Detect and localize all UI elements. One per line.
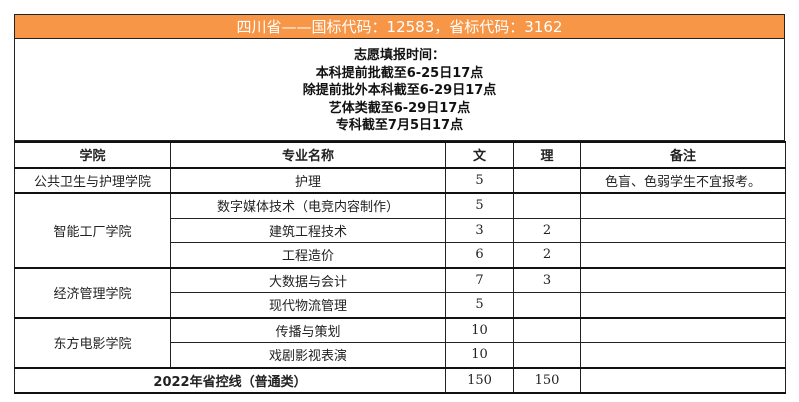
li-cell: 2: [513, 242, 581, 268]
major-cell: 大数据与会计: [170, 266, 446, 293]
wen-cell: 5: [445, 167, 514, 194]
table-row: 建筑工程技术 3 2: [15, 217, 786, 243]
wen-cell: 10: [445, 316, 514, 343]
wen-cell: 10: [445, 342, 514, 368]
table-row: 智能工厂学院 数字媒体技术（电竞内容制作） 5: [14, 192, 786, 268]
wen-cell: 5: [445, 192, 514, 219]
table-title: 四川省——国标代码：12583，省标代码：3162: [14, 14, 785, 39]
wen-cell: 3: [445, 217, 514, 243]
major-cell: 工程造价: [170, 242, 446, 268]
li-cell: [513, 292, 581, 318]
table-row: 东方电影学院 传播与策划 10: [14, 316, 786, 368]
li-cell: [513, 342, 581, 368]
college-cell: 公共卫生与护理学院: [14, 167, 171, 194]
major-cell: 数字媒体技术（电竞内容制作）: [170, 192, 446, 219]
li-cell: [513, 316, 581, 343]
major-cell: 护理: [170, 167, 446, 194]
note-cell: [580, 192, 786, 219]
major-cell: 现代物流管理: [170, 292, 446, 318]
header-major: 专业名称: [170, 141, 446, 169]
table-row: 现代物流管理 5: [15, 292, 786, 318]
header-wen: 文: [445, 141, 514, 169]
li-cell: [513, 192, 581, 219]
li-cell: [513, 167, 581, 194]
header-note: 备注: [580, 141, 786, 169]
notice-line: 专科截至7月5日17点: [335, 118, 464, 133]
total-li: 150: [513, 366, 581, 394]
note-cell: [580, 242, 786, 268]
admission-table: 四川省——国标代码：12583，省标代码：3162 志愿填报时间： 本科提前批截…: [14, 14, 786, 394]
total-row: 2022年省控线（普通类） 150 150: [14, 366, 786, 394]
total-label: 2022年省控线（普通类）: [14, 366, 446, 394]
major-cell: 戏剧影视表演: [170, 342, 446, 368]
total-note: [580, 366, 786, 394]
note-cell: [580, 316, 786, 343]
major-cell: 传播与策划: [170, 316, 446, 343]
li-cell: 2: [513, 217, 581, 243]
notice-line: 除提前批外本科截至6-29日17点: [302, 83, 497, 98]
note-cell: [580, 342, 786, 368]
note-cell: 色盲、色弱学生不宜报考。: [580, 167, 786, 194]
college-cell: 智能工厂学院: [14, 192, 171, 268]
table-row: 公共卫生与护理学院 护理 5 色盲、色弱学生不宜报考。: [14, 167, 786, 194]
table-row: 工程造价 6 2: [15, 242, 786, 268]
wen-cell: 6: [445, 242, 514, 268]
major-cell: 建筑工程技术: [170, 217, 446, 243]
notice-line: 本科提前批截至6-25日17点: [315, 65, 484, 81]
note-cell: [580, 266, 786, 293]
notice-line: 志愿填报时间：: [353, 48, 445, 63]
college-cell: 东方电影学院: [14, 316, 171, 368]
table-row: 戏剧影视表演 10: [15, 342, 786, 368]
wen-cell: 5: [445, 292, 514, 318]
header-li: 理: [513, 141, 581, 169]
quota-table: 学院 专业名称 文 理 备注 公共卫生与护理学院 护理 5 色盲、色弱学生不宜报…: [14, 141, 786, 394]
header-row: 学院 专业名称 文 理 备注: [14, 141, 786, 169]
table-row: 经济管理学院 大数据与会计 7 3: [14, 266, 786, 318]
li-cell: 3: [513, 266, 581, 293]
total-wen: 150: [445, 366, 514, 394]
college-cell: 经济管理学院: [14, 266, 171, 318]
note-cell: [580, 217, 786, 243]
note-cell: [580, 292, 786, 318]
header-college: 学院: [14, 141, 171, 169]
notice-line: 艺体类截至6-29日17点: [328, 100, 471, 116]
wen-cell: 7: [445, 266, 514, 293]
application-deadline-notice: 志愿填报时间： 本科提前批截至6-25日17点 除提前批外本科截至6-29日17…: [14, 39, 785, 141]
